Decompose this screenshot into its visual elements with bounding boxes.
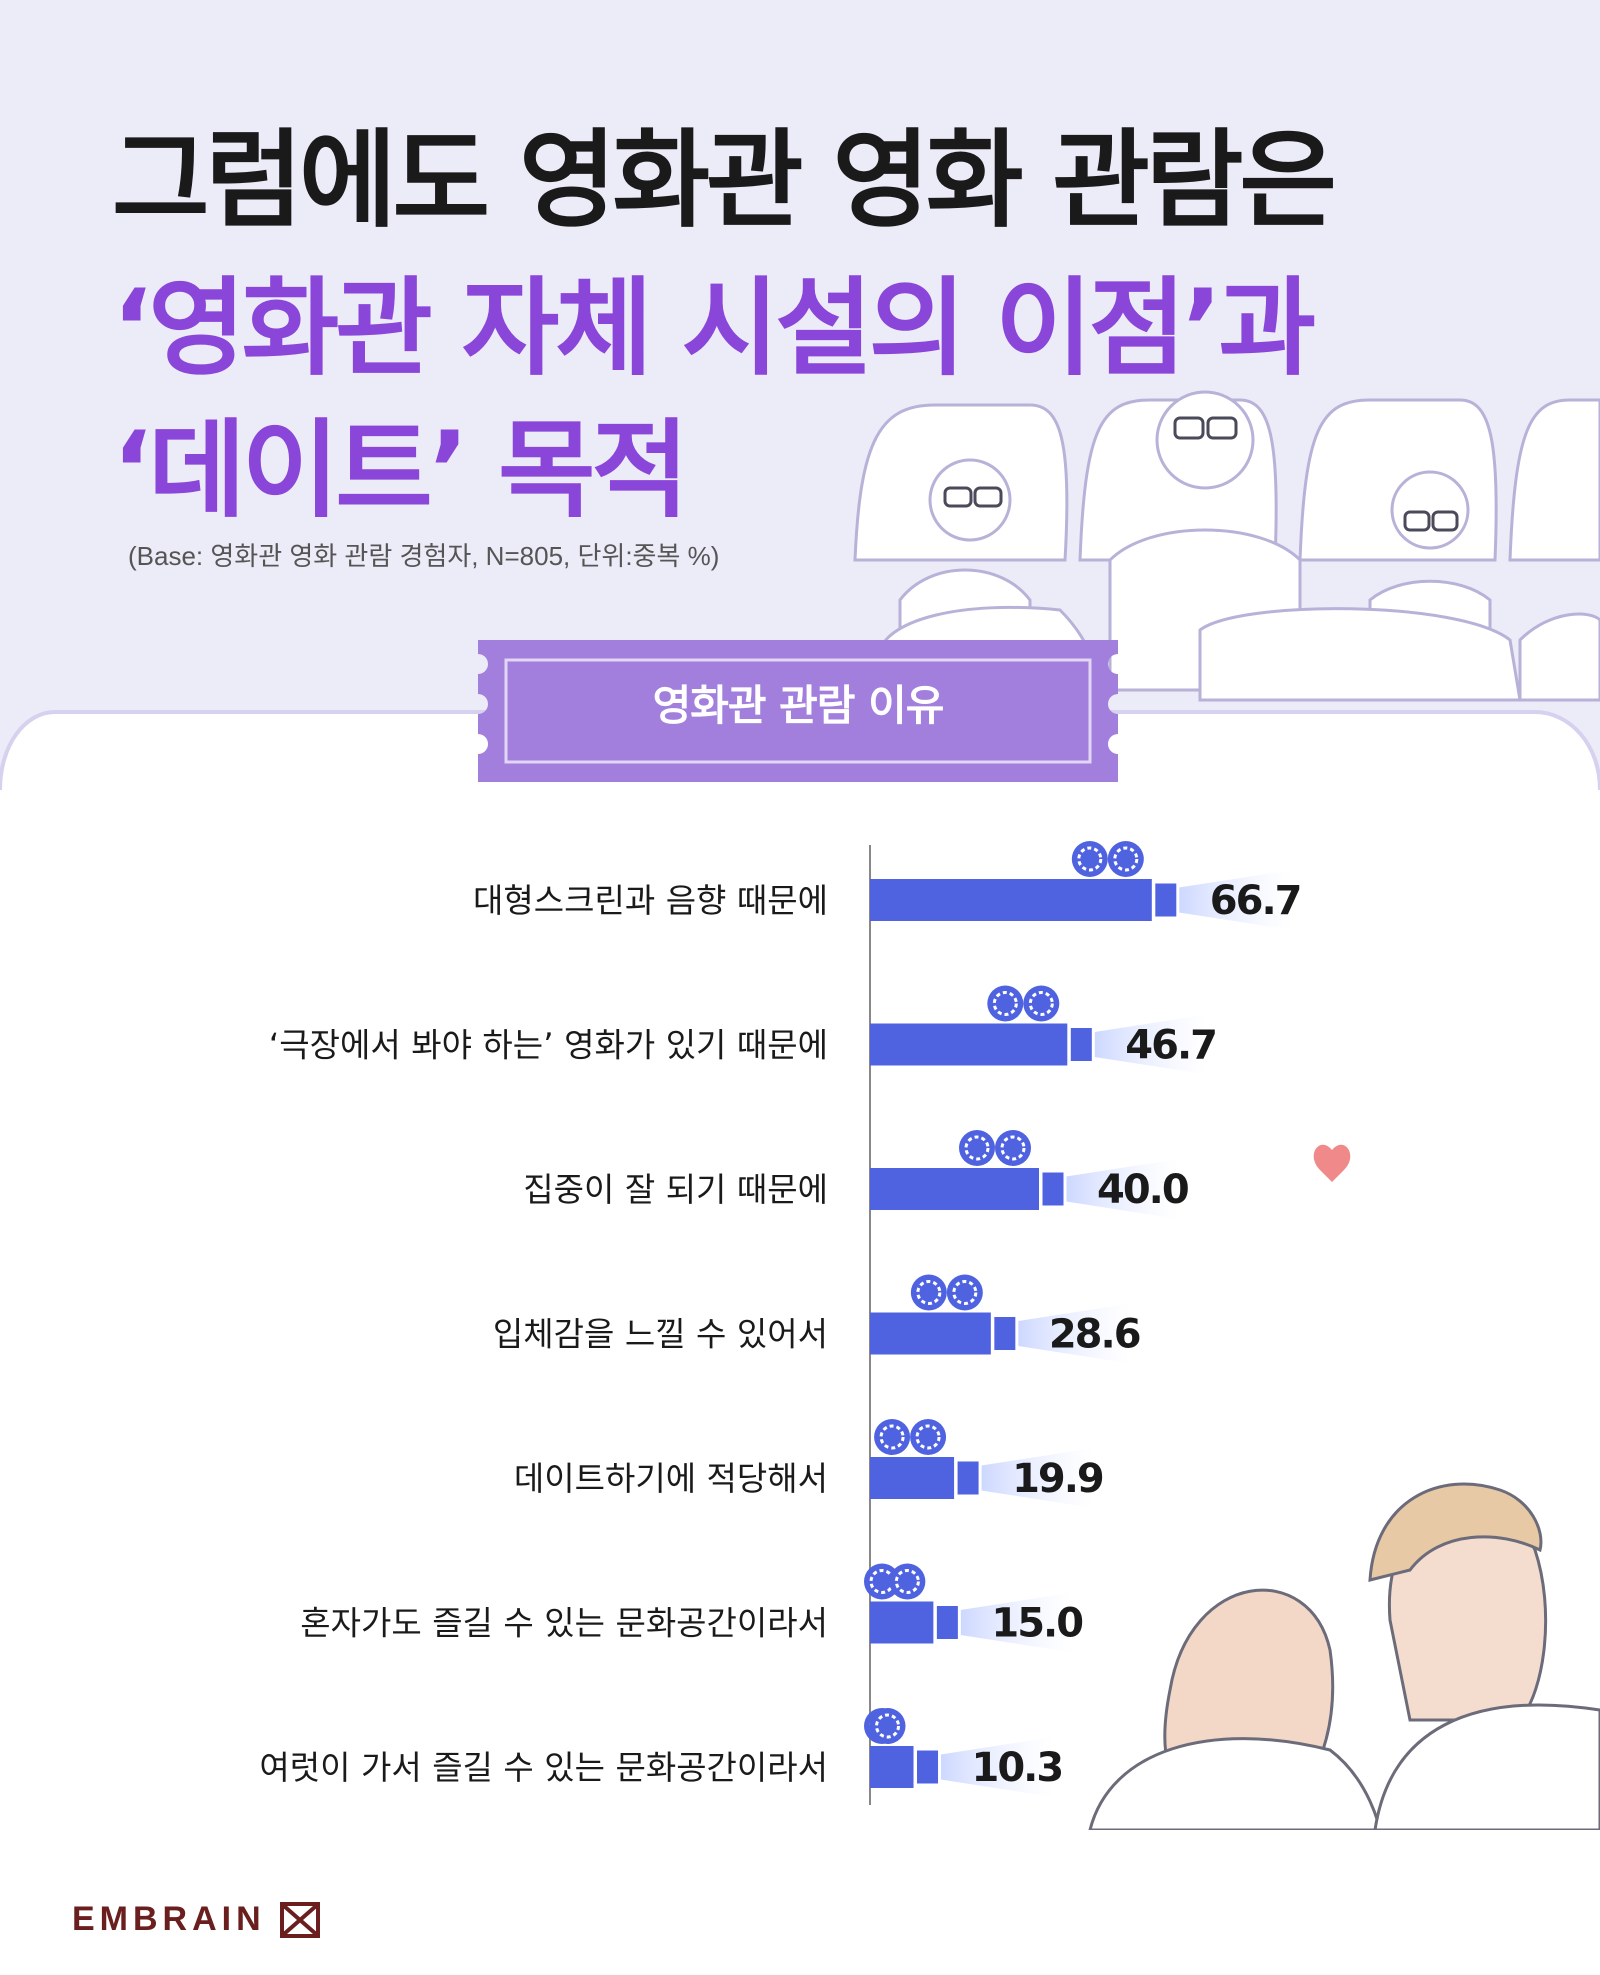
camera-lens <box>1039 1169 1067 1209</box>
bar <box>870 1023 1068 1066</box>
light-beam <box>1063 1159 1179 1219</box>
base-note: (Base: 영화관 영화 관람 경험자, N=805, 단위:중복 %) <box>128 541 720 571</box>
film-camera-icon <box>874 1419 911 1455</box>
value-label: 10.3 <box>972 1745 1063 1791</box>
reel-detail <box>1077 846 1103 872</box>
film-camera-icon <box>889 1563 926 1600</box>
light-beam <box>957 1592 1074 1653</box>
reel-detail <box>875 1713 901 1739</box>
film-camera-icon <box>1071 841 1108 877</box>
film-camera-icon <box>995 1130 1031 1166</box>
couple-illustration <box>1088 1482 1600 1830</box>
value-label: 66.7 <box>1210 878 1301 924</box>
heart-icon <box>1313 1144 1351 1182</box>
bar-chart: 대형스크린과 음향 때문에 66.7 ‘극장에서 봐야 하는’ 영화가 있기 때문에… <box>259 841 1600 1830</box>
reel-detail <box>916 1280 942 1305</box>
ticket-shape <box>478 640 1118 782</box>
bar <box>870 1457 955 1499</box>
section-label: 영화관 관람 이유 <box>652 680 945 730</box>
value-label: 28.6 <box>1049 1312 1140 1358</box>
value-label: 15.0 <box>991 1601 1082 1647</box>
bar <box>870 1312 991 1355</box>
brand-footer: EMBRAIN <box>72 1900 320 1939</box>
reel-detail <box>1000 1135 1026 1161</box>
value-label: 19.9 <box>1012 1456 1103 1502</box>
headline-line-2: ‘영화관 자체 시설의 이점’과 <box>112 267 1316 390</box>
light-beam <box>1091 1014 1208 1075</box>
category-label: ‘극장에서 봐야 하는’ 영화가 있기 때문에 <box>269 1026 828 1065</box>
film-camera-icon <box>869 1708 906 1744</box>
film-camera-icon <box>959 1130 995 1166</box>
reel-detail <box>894 1569 920 1594</box>
reel-detail <box>952 1280 978 1305</box>
headline-line-3: ‘데이트’ 목적 <box>112 409 689 532</box>
category-label: 대형스크린과 음향 때문에 <box>473 881 828 920</box>
film-camera-icon <box>987 985 1024 1022</box>
bar <box>870 1168 1039 1210</box>
bar <box>870 1601 934 1644</box>
bar <box>870 1746 914 1788</box>
category-label: 입체감을 느낄 수 있어서 <box>493 1315 828 1354</box>
camera-lens <box>1152 880 1180 920</box>
camera-lens <box>991 1314 1019 1353</box>
reel-detail <box>964 1135 990 1161</box>
reel-detail <box>915 1424 941 1450</box>
value-label: 46.7 <box>1125 1023 1216 1069</box>
film-camera-icon <box>1023 985 1060 1022</box>
category-label: 데이트하기에 적당해서 <box>514 1459 828 1498</box>
reel-detail <box>1028 991 1054 1016</box>
film-camera-icon <box>910 1274 947 1311</box>
camera-lens <box>954 1458 982 1498</box>
category-label: 혼자가도 즐길 수 있는 문화공간이라서 <box>300 1604 828 1643</box>
reel-detail <box>879 1424 905 1450</box>
light-beam <box>1175 870 1292 930</box>
light-beam <box>937 1737 1054 1797</box>
light-beam <box>978 1448 1095 1508</box>
film-camera-icon <box>1107 841 1144 877</box>
category-label: 여럿이 가서 즐길 수 있는 문화공간이라서 <box>259 1748 828 1787</box>
reel-detail <box>1113 846 1139 872</box>
film-camera-icon <box>864 1563 900 1600</box>
camera-lens <box>1067 1025 1095 1064</box>
film-camera-icon <box>910 1419 947 1455</box>
reel-detail <box>992 991 1018 1016</box>
camera-lens <box>914 1747 942 1787</box>
bar <box>870 879 1152 921</box>
film-camera-icon <box>946 1274 983 1311</box>
camera-lens <box>933 1603 961 1642</box>
brand-name: EMBRAIN <box>72 1900 266 1938</box>
category-label: 집중이 잘 되기 때문에 <box>523 1170 828 1209</box>
value-label: 40.0 <box>1097 1167 1188 1213</box>
light-beam <box>1014 1303 1131 1364</box>
headline-line-1: 그럼에도 영화관 영화 관람은 <box>112 119 1337 242</box>
3d-glasses <box>943 416 1459 532</box>
embrain-logo-icon <box>279 1901 320 1938</box>
